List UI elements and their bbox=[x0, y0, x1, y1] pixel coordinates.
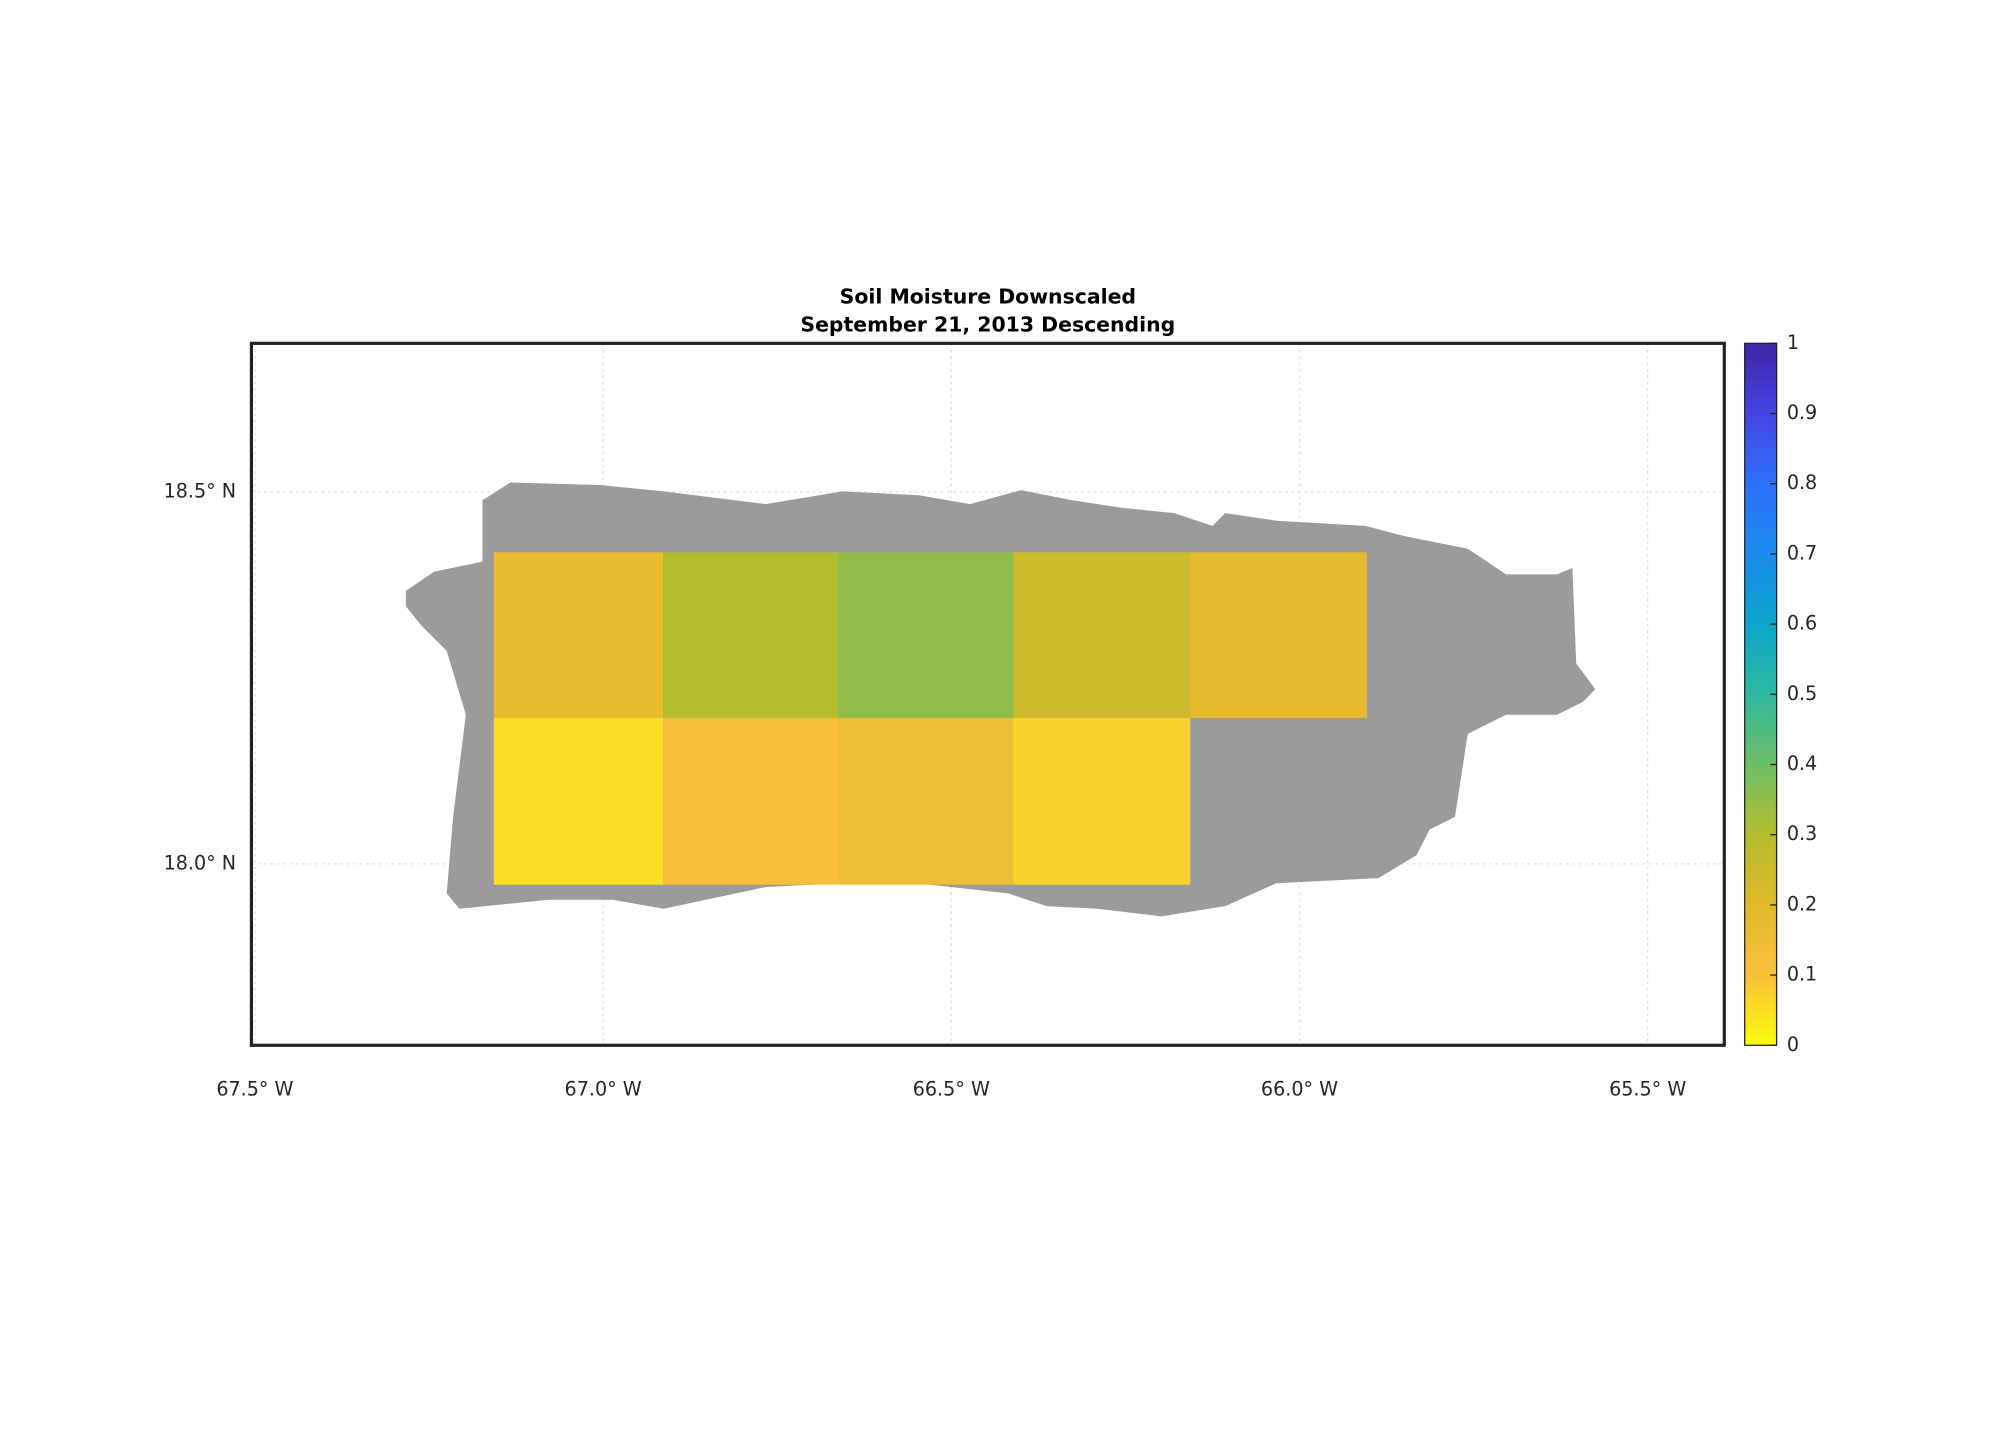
colorbar-tick-label: 0.7 bbox=[1787, 541, 1817, 564]
colorbar-tick-label: 0.1 bbox=[1787, 963, 1817, 986]
soil-moisture-tile bbox=[493, 552, 663, 719]
colorbar-tick-label: 0.8 bbox=[1787, 471, 1817, 494]
chart-title: Soil Moisture Downscaled bbox=[840, 284, 1136, 308]
colorbar-tick-label: 0 bbox=[1787, 1033, 1799, 1056]
colorbar-tick-label: 0.2 bbox=[1787, 892, 1817, 915]
map-frame bbox=[249, 341, 1726, 1047]
colorbar-tick-label: 0.4 bbox=[1787, 752, 1817, 775]
chart-subtitle: September 21, 2013 Descending bbox=[800, 312, 1175, 336]
x-tick-label: 66.5° W bbox=[913, 1077, 990, 1100]
x-tick-label: 65.5° W bbox=[1609, 1077, 1686, 1100]
x-tick-label: 66.0° W bbox=[1261, 1077, 1338, 1100]
colorbar-tick-label: 1 bbox=[1787, 331, 1799, 354]
soil-moisture-tile bbox=[662, 552, 839, 719]
y-tick-label: 18.0° N bbox=[164, 851, 237, 874]
x-tick-label: 67.0° W bbox=[565, 1077, 642, 1100]
colorbar-tick-label: 0.3 bbox=[1787, 822, 1817, 845]
soil-moisture-tile bbox=[1013, 552, 1191, 719]
x-tick-label: 67.5° W bbox=[216, 1077, 293, 1100]
soil-moisture-tile bbox=[493, 718, 663, 885]
soil-moisture-tile bbox=[1190, 552, 1368, 719]
soil-moisture-tile bbox=[1013, 718, 1191, 885]
soil-moisture-tile bbox=[662, 718, 839, 885]
colorbar-tick-label: 0.9 bbox=[1787, 401, 1817, 424]
colorbar-tick-label: 0.6 bbox=[1787, 612, 1817, 635]
colorbar-tick-label: 0.5 bbox=[1787, 682, 1817, 705]
soil-moisture-tile bbox=[838, 718, 1014, 885]
soil-moisture-tile bbox=[838, 552, 1014, 719]
plot-area: Soil Moisture Downscaled September 21, 2… bbox=[164, 284, 1818, 1100]
y-tick-label: 18.5° N bbox=[164, 480, 237, 503]
